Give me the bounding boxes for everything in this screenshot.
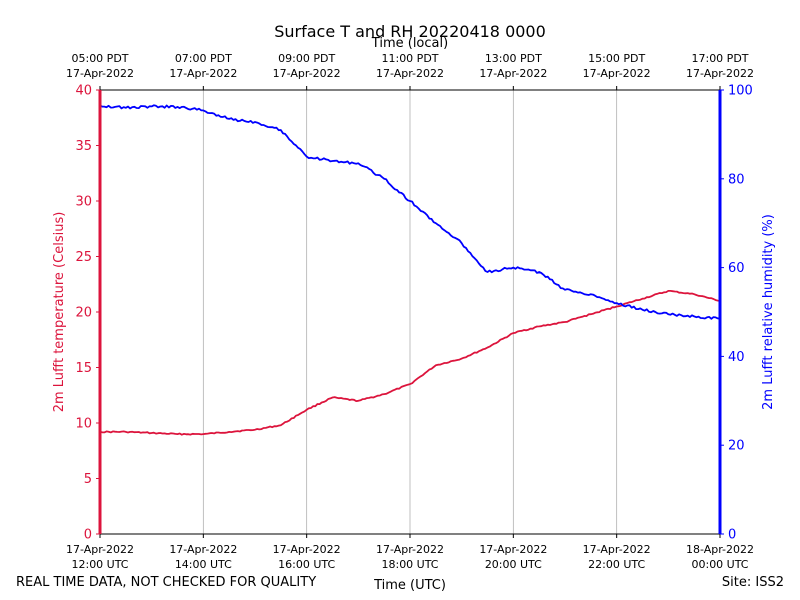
chart-title: Surface T and RH 20220418 0000 bbox=[274, 22, 546, 41]
right-tick-label: 100 bbox=[728, 84, 753, 99]
humidity-series-line bbox=[99, 104, 721, 320]
bottom-axis-label: Time (UTC) bbox=[373, 578, 446, 593]
bottom-tick-time: 12:00 UTC bbox=[71, 558, 128, 571]
top-tick-time: 05:00 PDT bbox=[71, 52, 128, 65]
left-tick-label: 40 bbox=[75, 84, 92, 99]
bottom-tick-date: 17-Apr-2022 bbox=[479, 543, 547, 556]
left-tick-label: 15 bbox=[75, 361, 92, 376]
top-tick-date: 17-Apr-2022 bbox=[583, 67, 651, 80]
left-tick-label: 35 bbox=[75, 139, 92, 154]
bottom-tick-time: 22:00 UTC bbox=[588, 558, 645, 571]
left-tick-label: 5 bbox=[84, 472, 92, 487]
bottom-tick-date: 17-Apr-2022 bbox=[169, 543, 237, 556]
top-tick-date: 17-Apr-2022 bbox=[273, 67, 341, 80]
bottom-tick-date: 17-Apr-2022 bbox=[66, 543, 134, 556]
top-tick-time: 15:00 PDT bbox=[588, 52, 645, 65]
top-tick-time: 17:00 PDT bbox=[691, 52, 748, 65]
top-tick-time: 13:00 PDT bbox=[485, 52, 542, 65]
left-tick-label: 10 bbox=[75, 417, 92, 432]
right-tick-label: 0 bbox=[728, 528, 736, 543]
top-tick-time: 07:00 PDT bbox=[175, 52, 232, 65]
left-tick-label: 25 bbox=[75, 250, 92, 265]
top-axis-label: Time (local) bbox=[371, 36, 448, 51]
bottom-tick-time: 00:00 UTC bbox=[691, 558, 748, 571]
bottom-tick-time: 20:00 UTC bbox=[485, 558, 542, 571]
right-tick-label: 40 bbox=[728, 350, 745, 365]
left-tick-label: 20 bbox=[75, 306, 92, 321]
bottom-tick-time: 14:00 UTC bbox=[175, 558, 232, 571]
right-tick-label: 20 bbox=[728, 439, 745, 454]
bottom-tick-date: 17-Apr-2022 bbox=[273, 543, 341, 556]
left-axis-label: 2m Lufft temperature (Celsius) bbox=[52, 212, 67, 413]
bottom-tick-time: 16:00 UTC bbox=[278, 558, 335, 571]
top-tick-date: 17-Apr-2022 bbox=[376, 67, 444, 80]
site-label: Site: ISS2 bbox=[721, 575, 784, 590]
right-tick-label: 60 bbox=[728, 261, 745, 276]
top-tick-date: 17-Apr-2022 bbox=[66, 67, 134, 80]
top-tick-date: 17-Apr-2022 bbox=[479, 67, 547, 80]
top-tick-time: 11:00 PDT bbox=[381, 52, 438, 65]
left-tick-label: 0 bbox=[84, 528, 92, 543]
bottom-tick-date: 17-Apr-2022 bbox=[376, 543, 444, 556]
top-tick-date: 17-Apr-2022 bbox=[686, 67, 754, 80]
top-tick-date: 17-Apr-2022 bbox=[169, 67, 237, 80]
bottom-tick-date: 18-Apr-2022 bbox=[686, 543, 754, 556]
right-tick-label: 80 bbox=[728, 172, 745, 187]
left-tick-label: 30 bbox=[75, 195, 92, 210]
bottom-tick-time: 18:00 UTC bbox=[381, 558, 438, 571]
top-tick-time: 09:00 PDT bbox=[278, 52, 335, 65]
bottom-tick-date: 17-Apr-2022 bbox=[583, 543, 651, 556]
right-axis-label: 2m Lufft relative humidity (%) bbox=[761, 214, 776, 410]
quality-disclaimer: REAL TIME DATA, NOT CHECKED FOR QUALITY bbox=[16, 575, 317, 590]
temperature-series-line bbox=[99, 290, 721, 436]
